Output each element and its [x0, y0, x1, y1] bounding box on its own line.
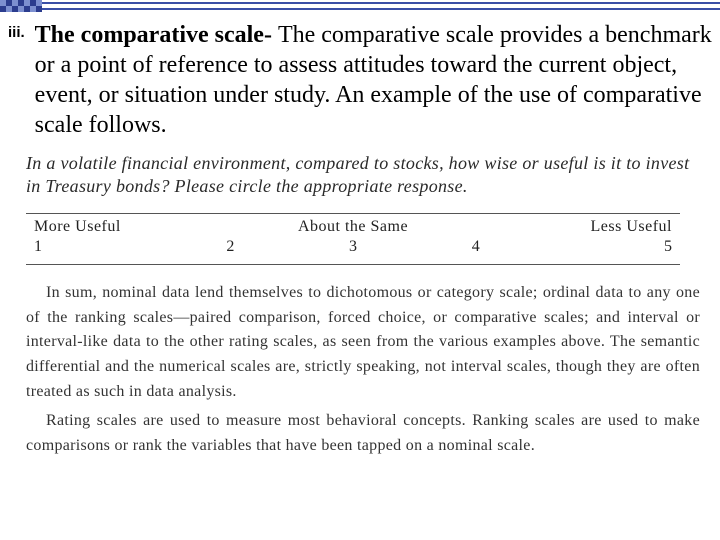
scale-labels-row: More Useful About the Same Less Useful — [26, 216, 680, 238]
main-paragraph: The comparative scale- The comparative s… — [35, 20, 720, 140]
slide-content: iii. The comparative scale- The comparat… — [0, 12, 720, 458]
scale-num-2: 2 — [169, 238, 292, 256]
scale-label-right: Less Useful — [537, 218, 672, 236]
scale-num-1: 1 — [34, 238, 169, 256]
decor-line — [42, 2, 720, 10]
summary-paragraphs: In sum, nominal data lend themselves to … — [8, 267, 720, 459]
scale-label-mid: About the Same — [292, 218, 415, 236]
scale-table: More Useful About the Same Less Useful 1… — [8, 213, 720, 265]
scale-num-5: 5 — [537, 238, 672, 256]
para-2: Rating scales are used to measure most b… — [26, 409, 700, 459]
hr-bottom — [26, 264, 680, 265]
decor-squares — [0, 0, 42, 12]
scale-label-spacer1 — [169, 218, 292, 236]
scale-label-spacer2 — [414, 218, 537, 236]
scale-num-3: 3 — [292, 238, 415, 256]
scale-num-4: 4 — [414, 238, 537, 256]
scale-label-left: More Useful — [34, 218, 169, 236]
list-item: iii. The comparative scale- The comparat… — [8, 20, 720, 140]
heading-bold: The comparative scale- — [35, 22, 278, 48]
para-1: In sum, nominal data lend themselves to … — [26, 281, 700, 405]
decor-top-bar — [0, 0, 720, 12]
scale-numbers-row: 1 2 3 4 5 — [26, 238, 680, 258]
question-prompt: In a volatile financial environment, com… — [8, 140, 720, 207]
list-marker: iii. — [8, 20, 35, 41]
hr-top — [26, 213, 680, 214]
